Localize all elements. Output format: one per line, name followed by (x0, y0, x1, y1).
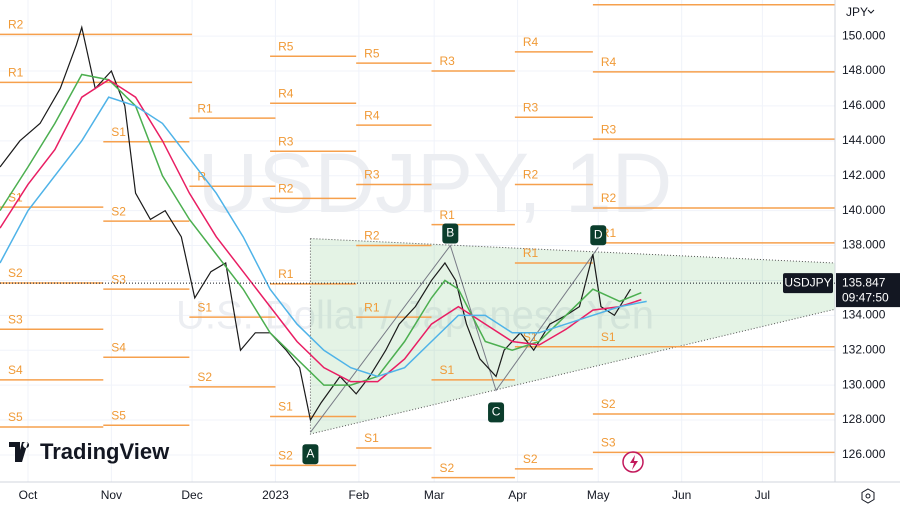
pivot-label: S3 (111, 272, 126, 286)
moving-average (0, 73, 642, 386)
logo-mark (9, 442, 30, 462)
pivot-label: R4 (523, 35, 539, 49)
pattern-point (488, 402, 505, 423)
pivot-label: S1 (197, 300, 212, 314)
pattern-point (590, 225, 607, 246)
pivot-label: S1 (278, 400, 293, 414)
pivot-label: R1 (197, 101, 213, 115)
pattern-label: C (492, 405, 501, 419)
brand: TradingView (40, 439, 170, 464)
pivot-label: R2 (364, 229, 380, 243)
x-tick-label: Nov (101, 488, 122, 502)
y-tick-label: 130.000 (842, 377, 886, 391)
pivot-label: S1 (364, 431, 379, 445)
pivot-label: S2 (8, 266, 23, 280)
grid (0, 0, 835, 482)
price-tag (836, 273, 900, 308)
pivot-label: R1 (364, 300, 380, 314)
pivot-label: S1 (111, 125, 126, 139)
pivot-label: R5 (364, 46, 380, 60)
pivot-label: R2 (523, 168, 539, 182)
pattern-label: B (446, 226, 454, 240)
y-tick-label: 126.000 (842, 447, 886, 461)
settings-dot (865, 493, 871, 499)
x-tick-label: Jul (755, 488, 770, 502)
pivot-label: R1 (523, 246, 539, 260)
pivot-label: R1 (278, 267, 294, 281)
y-tick-label: 150.000 (842, 28, 886, 42)
pivot-label: S5 (111, 408, 126, 422)
price-label: 135.847 (842, 275, 886, 289)
y-tick-label: 138.000 (842, 238, 886, 252)
pattern-point (302, 444, 319, 465)
settings-icon[interactable] (861, 488, 875, 504)
pivot-label: R3 (601, 122, 617, 136)
pivot-label: R5 (601, 0, 617, 2)
x-tick-label: Feb (349, 488, 370, 502)
moving-average (0, 96, 647, 378)
triangle (309, 238, 836, 435)
x-tick-label: Apr (508, 488, 527, 502)
x-tick-label: Dec (181, 488, 202, 502)
pivot-label: R3 (278, 134, 294, 148)
pivot-label: R2 (601, 191, 617, 205)
pivot-label: S2 (111, 204, 126, 218)
ticker-tag (783, 273, 833, 294)
pivot-label: R4 (278, 86, 294, 100)
y-tick-label: 140.000 (842, 203, 886, 217)
x-tick-label: 2023 (262, 488, 289, 502)
pivot-label: S1 (601, 330, 616, 344)
pivot-label: R3 (439, 54, 455, 68)
pivot-label: R3 (523, 100, 539, 114)
pattern-point (442, 223, 459, 244)
x-tick-label: May (587, 488, 610, 502)
pivot-label: R1 (439, 208, 455, 222)
y-tick-label: 132.000 (842, 342, 886, 356)
alert-bolt (630, 455, 638, 470)
pivot-label: S5 (8, 410, 23, 424)
x-tick-label: Mar (424, 488, 445, 502)
countdown: 09:47:50 (842, 290, 889, 304)
y-tick-label: 128.000 (842, 412, 886, 426)
alert-icon[interactable] (622, 451, 644, 473)
pivot-label: S1 (8, 190, 23, 204)
pivot-label: R (197, 169, 206, 183)
pivot-label: S2 (601, 397, 616, 411)
plot: R2 R1 S1 S2 S3 S4 S5 S1 S2 S3 S4 S5 R1 R S1 S2 R5 R4 R3 R2 R… (0, 0, 836, 479)
watermark-symbol: USDJPY, 1D (198, 136, 673, 230)
pivot-label: S4 (111, 340, 126, 354)
y-tick-label: 146.000 (842, 98, 886, 112)
x-tick-label: Oct (19, 488, 38, 502)
ticker: USDJPY (784, 275, 831, 289)
y-tick-label: 134.000 (842, 308, 886, 322)
pivot-label: R3 (364, 168, 380, 182)
pivot-label: S2 (523, 452, 538, 466)
pivot-label: S1 (439, 363, 454, 377)
pivot-label: S2 (439, 461, 454, 475)
pattern-label: D (594, 227, 603, 241)
moving-average (0, 78, 642, 383)
pivot-label: R5 (278, 39, 294, 53)
currency[interactable]: JPY (846, 5, 868, 19)
pivot-label: S2 (197, 370, 212, 384)
pivot-label: R2 (8, 18, 24, 32)
pivot-label: R4 (364, 108, 380, 122)
x-tick-label: Jun (672, 488, 691, 502)
pivot-label: R2 (278, 182, 294, 196)
watermark-subtitle: U.S. Dollar / Japanese Yen (176, 294, 654, 338)
pattern-label: A (306, 446, 314, 460)
pivot-label: R1 (8, 66, 24, 80)
pivot-label: S4 (8, 363, 23, 377)
y-tick-label: 144.000 (842, 133, 886, 147)
logo: TradingView (9, 439, 170, 464)
y-tick-label: 148.000 (842, 63, 886, 77)
pivot-label: S3 (601, 436, 616, 450)
y-tick-label: 142.000 (842, 168, 886, 182)
currency-caret[interactable] (867, 9, 875, 14)
pivot-label: S3 (8, 312, 23, 326)
pivot-label: S2 (278, 449, 293, 463)
pivot-label: R4 (601, 55, 617, 69)
